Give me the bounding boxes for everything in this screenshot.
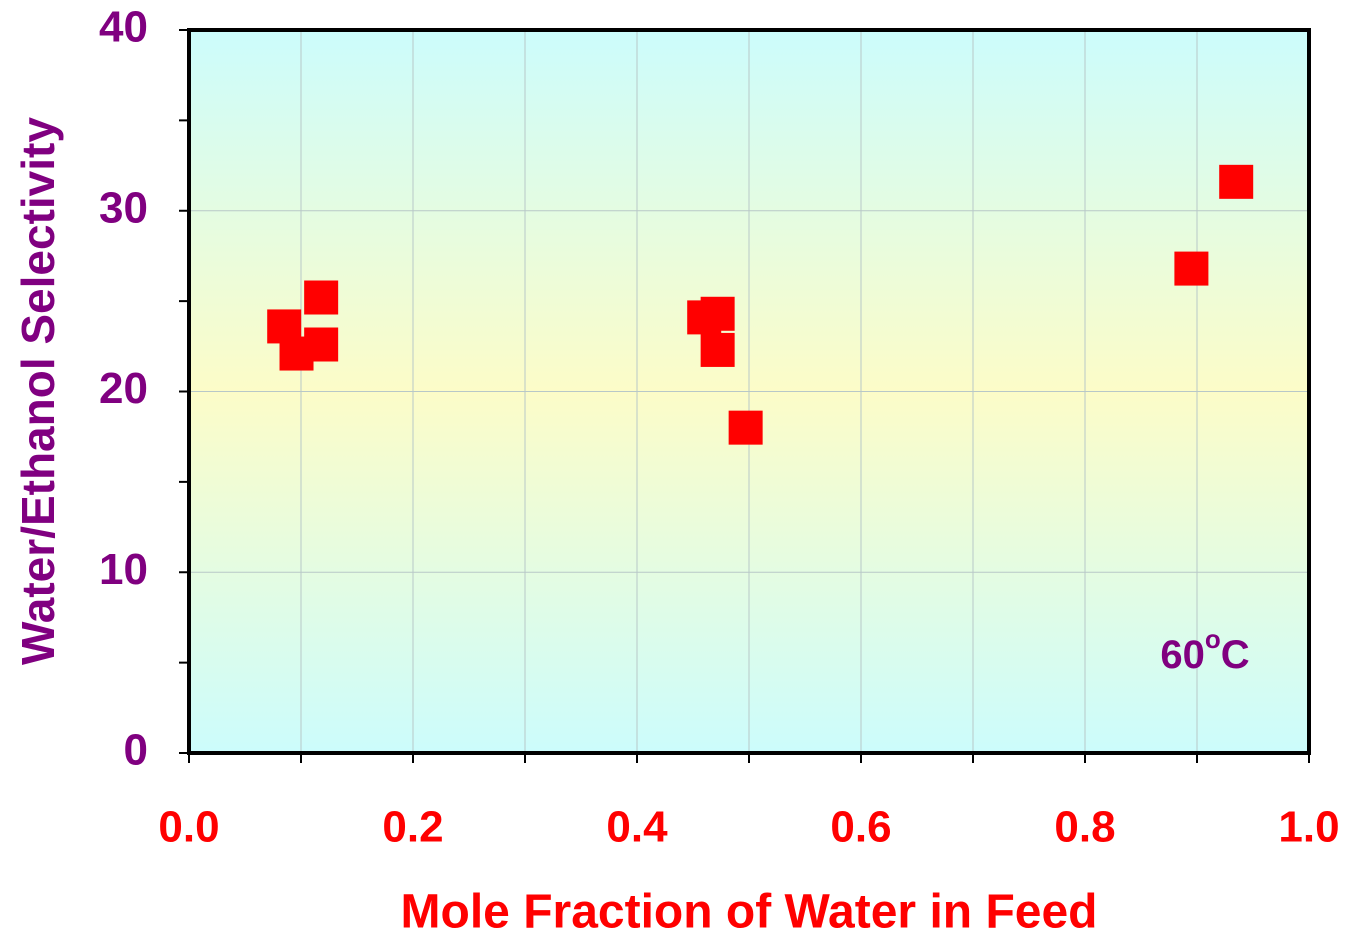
marker — [728, 410, 763, 445]
x-tick-label: 0.2 — [382, 803, 443, 852]
x-tick-label: 0.0 — [158, 803, 219, 852]
y-tick-label: 0 — [124, 726, 148, 775]
y-tick-label: 40 — [99, 3, 148, 52]
marker — [1219, 164, 1254, 199]
marker — [700, 296, 735, 331]
y-tick-label: 20 — [99, 364, 148, 413]
marker — [304, 327, 339, 362]
y-axis-title: Water/Ethanol Selectivity — [12, 117, 64, 665]
x-tick-label: 0.6 — [830, 803, 891, 852]
marker — [1174, 251, 1209, 286]
x-tick-label: 0.8 — [1054, 803, 1115, 852]
marker — [700, 332, 735, 367]
x-axis-title: Mole Fraction of Water in Feed — [401, 886, 1098, 939]
x-tick-label: 1.0 — [1278, 803, 1339, 852]
y-tick-label: 30 — [99, 183, 148, 232]
y-tick-label: 10 — [99, 545, 148, 594]
annotation: 60oC — [1160, 624, 1249, 677]
x-tick-label: 0.4 — [606, 803, 668, 852]
marker — [304, 280, 339, 315]
